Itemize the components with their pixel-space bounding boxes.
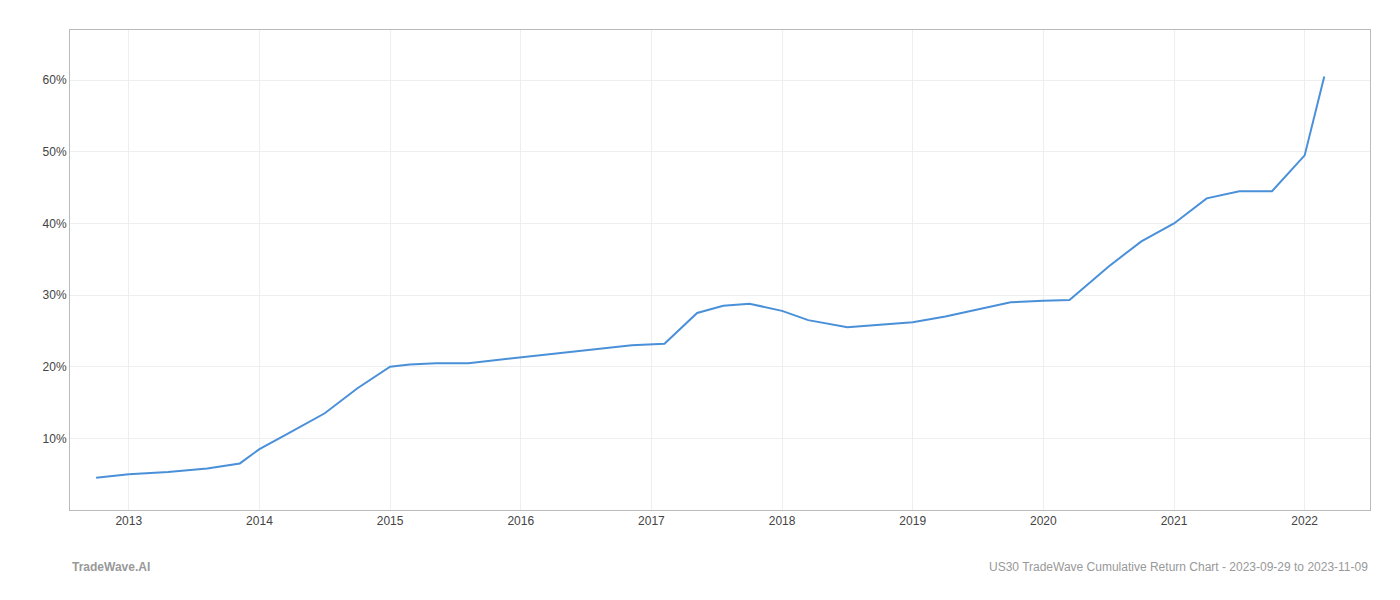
svg-text:2018: 2018	[769, 514, 796, 528]
svg-text:30%: 30%	[43, 288, 67, 302]
svg-text:2017: 2017	[638, 514, 665, 528]
svg-text:20%: 20%	[43, 360, 67, 374]
svg-text:2014: 2014	[246, 514, 273, 528]
svg-text:50%: 50%	[43, 145, 67, 159]
svg-text:2013: 2013	[115, 514, 142, 528]
svg-text:2016: 2016	[507, 514, 534, 528]
svg-text:2021: 2021	[1161, 514, 1188, 528]
svg-text:10%: 10%	[43, 432, 67, 446]
svg-text:TradeWave.AI: TradeWave.AI	[72, 560, 150, 574]
svg-text:40%: 40%	[43, 217, 67, 231]
svg-text:60%: 60%	[43, 73, 67, 87]
svg-text:2019: 2019	[899, 514, 926, 528]
svg-text:2020: 2020	[1030, 514, 1057, 528]
svg-text:2015: 2015	[377, 514, 404, 528]
svg-text:US30 TradeWave Cumulative Retu: US30 TradeWave Cumulative Return Chart -…	[989, 560, 1368, 574]
svg-text:2022: 2022	[1291, 514, 1318, 528]
